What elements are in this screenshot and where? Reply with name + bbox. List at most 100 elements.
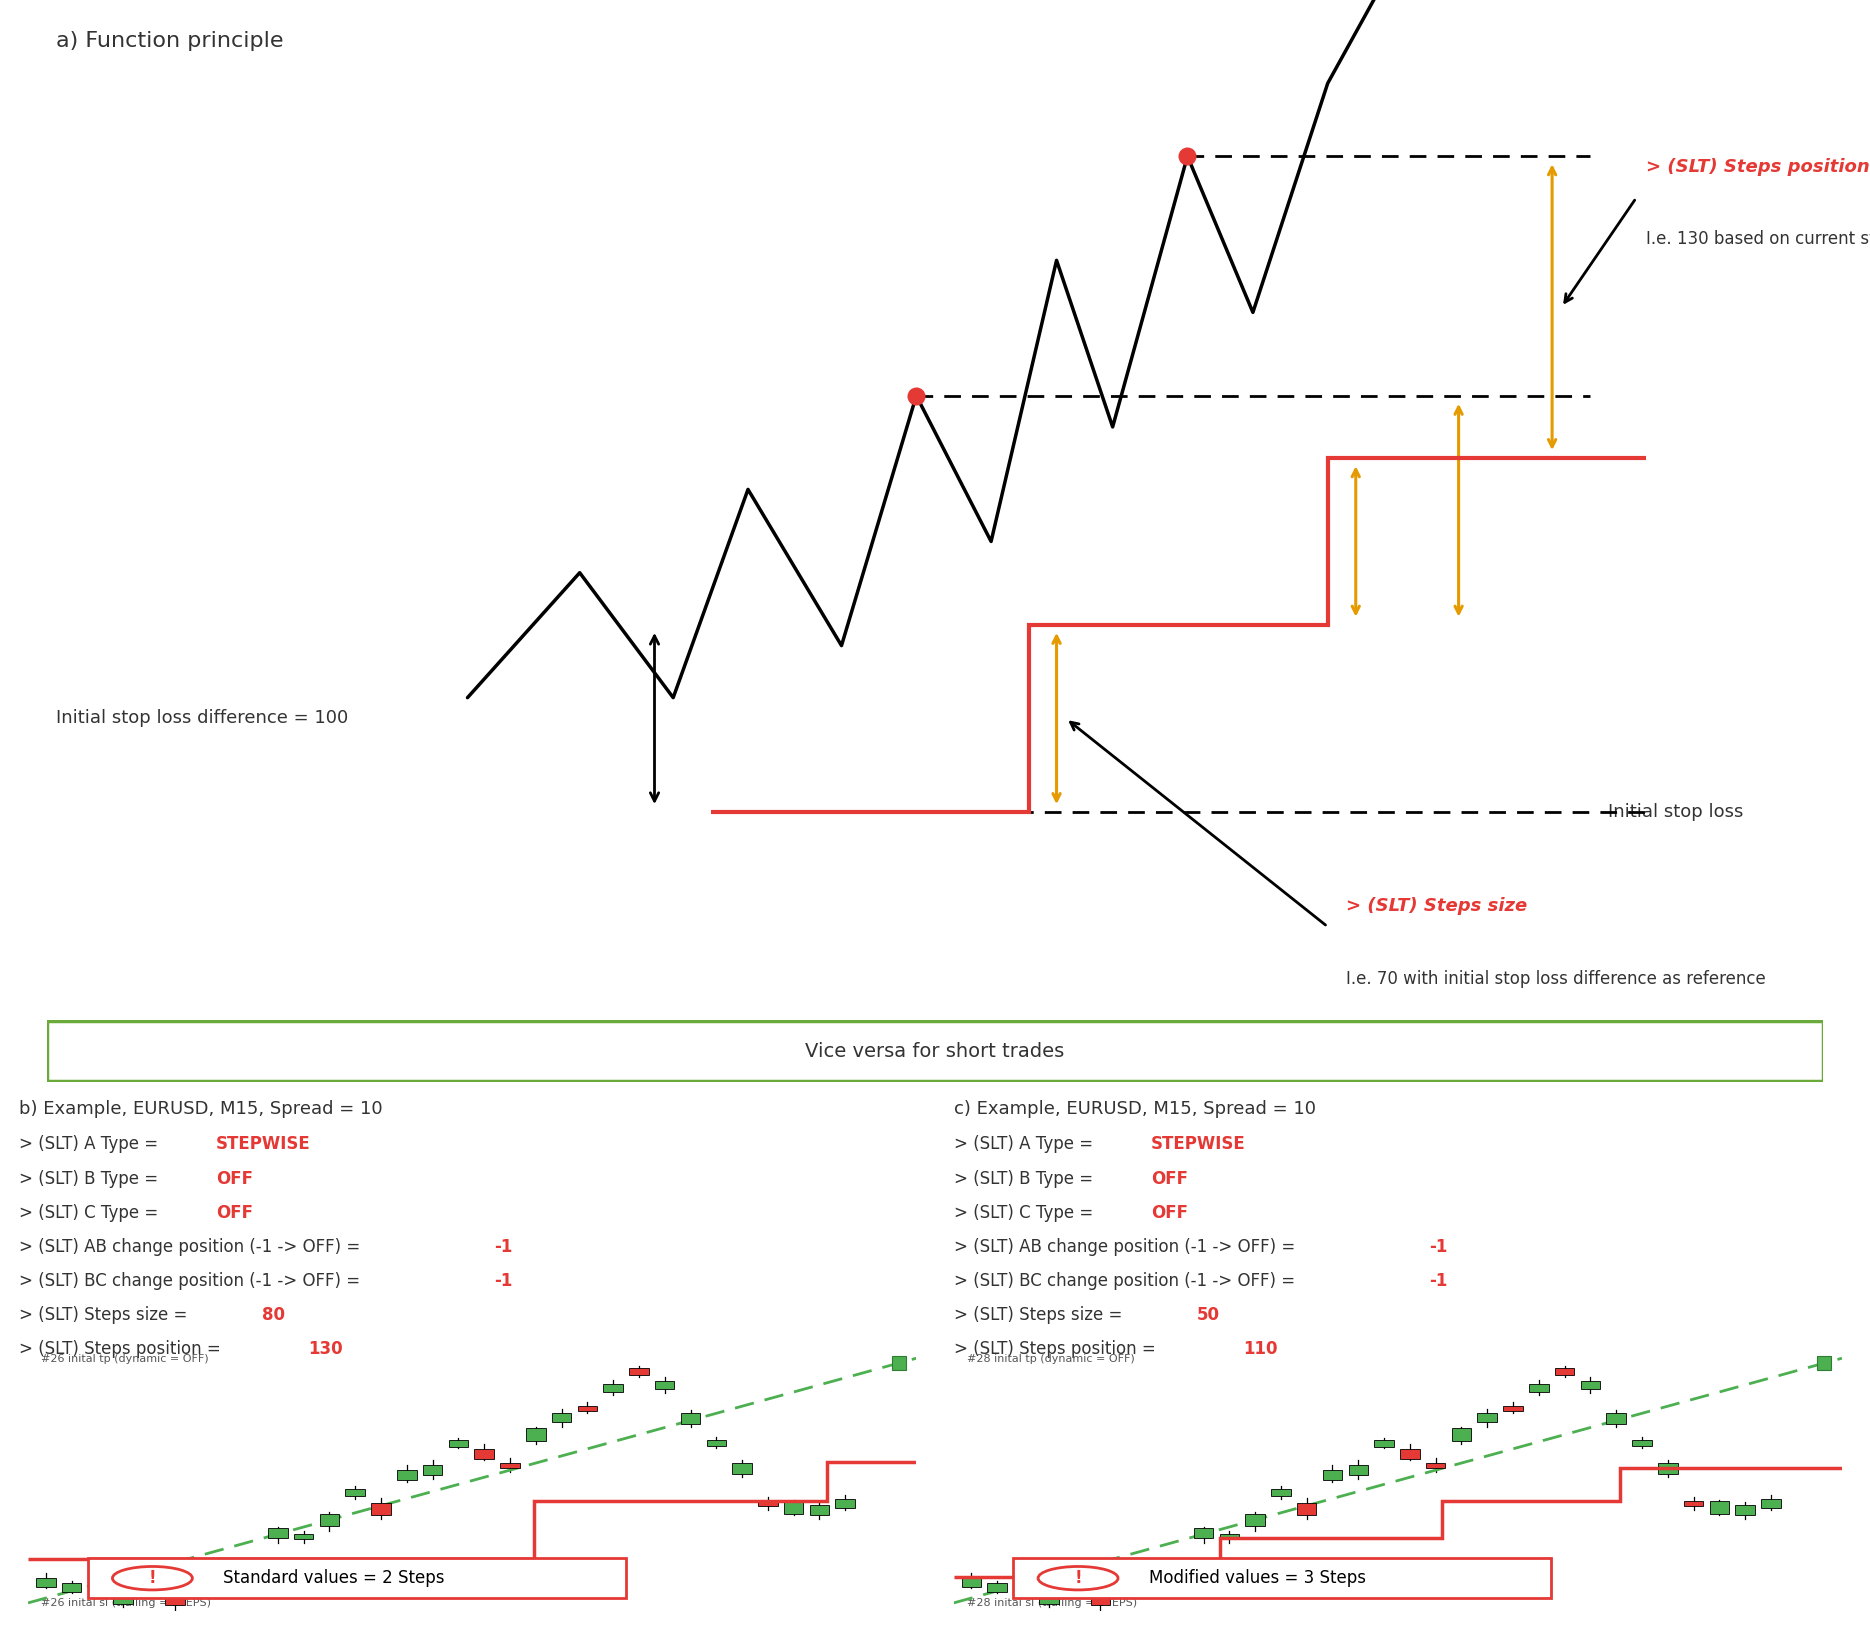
Text: -1: -1 [1429, 1238, 1447, 1256]
Text: > (SLT) Steps position =: > (SLT) Steps position = [19, 1339, 226, 1359]
Bar [681, 1414, 699, 1424]
Text: > (SLT) C Type =: > (SLT) C Type = [19, 1204, 163, 1222]
Bar [1090, 1596, 1111, 1606]
Text: b) Example, EURUSD, M15, Spread = 10: b) Example, EURUSD, M15, Spread = 10 [19, 1100, 381, 1118]
Text: !: ! [1073, 1568, 1083, 1588]
Text: > (SLT) BC change position (-1 -> OFF) =: > (SLT) BC change position (-1 -> OFF) = [954, 1272, 1300, 1290]
Bar [1683, 1502, 1704, 1507]
Text: 80: 80 [262, 1306, 284, 1324]
Bar [88, 1573, 107, 1578]
Text: > (SLT) Steps position =: > (SLT) Steps position = [954, 1339, 1161, 1359]
Bar [1040, 1596, 1058, 1604]
Text: STEPWISE: STEPWISE [1150, 1136, 1245, 1154]
Bar [1762, 1498, 1780, 1508]
Bar [784, 1502, 804, 1513]
Bar [1606, 1414, 1625, 1424]
Bar [1193, 1528, 1214, 1538]
Text: > (SLT) AB change position (-1 -> OFF) =: > (SLT) AB change position (-1 -> OFF) = [954, 1238, 1300, 1256]
Text: Initial stop loss: Initial stop loss [1608, 804, 1743, 822]
Bar [1272, 1489, 1290, 1495]
Bar [1477, 1414, 1498, 1422]
Bar [1659, 1463, 1677, 1474]
Bar [654, 1381, 675, 1389]
Text: OFF: OFF [1150, 1204, 1187, 1222]
Text: -1: -1 [494, 1238, 512, 1256]
Text: Standard values = 2 Steps: Standard values = 2 Steps [224, 1568, 445, 1588]
FancyBboxPatch shape [1014, 1559, 1552, 1598]
Bar [1580, 1381, 1601, 1389]
Text: 50: 50 [1197, 1306, 1219, 1324]
Bar [628, 1368, 649, 1375]
Bar [501, 1463, 520, 1468]
Text: > (SLT) B Type =: > (SLT) B Type = [19, 1170, 163, 1188]
Bar [1298, 1503, 1316, 1515]
Text: #26 inital tp (dynamic = OFF): #26 inital tp (dynamic = OFF) [41, 1354, 209, 1365]
Bar [1401, 1448, 1419, 1459]
Bar [36, 1578, 56, 1586]
Text: > (SLT) C Type =: > (SLT) C Type = [954, 1204, 1098, 1222]
Text: OFF: OFF [215, 1170, 252, 1188]
Text: #28 inital tp (dynamic = OFF): #28 inital tp (dynamic = OFF) [967, 1354, 1135, 1365]
Bar [1064, 1573, 1085, 1583]
Bar [372, 1503, 391, 1515]
Bar [1530, 1385, 1548, 1393]
Text: -1: -1 [494, 1272, 512, 1290]
Bar [62, 1583, 82, 1593]
Bar [810, 1505, 828, 1515]
Bar [1014, 1573, 1032, 1578]
Bar [346, 1489, 365, 1495]
Text: 110: 110 [1244, 1339, 1277, 1359]
Bar [1219, 1534, 1240, 1539]
Text: > (SLT) B Type =: > (SLT) B Type = [954, 1170, 1098, 1188]
Bar [525, 1429, 546, 1440]
Bar [604, 1385, 623, 1393]
Bar [1348, 1464, 1369, 1474]
Bar [1169, 1591, 1187, 1598]
Bar [267, 1528, 288, 1538]
Bar [243, 1591, 262, 1598]
Bar [475, 1448, 494, 1459]
Text: > (SLT) BC change position (-1 -> OFF) =: > (SLT) BC change position (-1 -> OFF) = [19, 1272, 365, 1290]
Text: a) Function principle: a) Function principle [56, 31, 284, 50]
Bar [1245, 1515, 1264, 1526]
Text: !: ! [148, 1568, 157, 1588]
Bar [961, 1578, 982, 1586]
Bar [1709, 1502, 1730, 1513]
Text: > (SLT) Steps size =: > (SLT) Steps size = [19, 1306, 193, 1324]
Text: #26 inital sl (trailing = STEPS): #26 inital sl (trailing = STEPS) [41, 1598, 211, 1607]
Bar [1427, 1463, 1446, 1468]
Bar [217, 1585, 236, 1590]
Bar [294, 1534, 314, 1539]
Text: I.e. 70 with initial stop loss difference as reference: I.e. 70 with initial stop loss differenc… [1346, 970, 1765, 988]
Bar [1554, 1368, 1575, 1375]
Bar [707, 1440, 726, 1446]
Bar [1503, 1406, 1522, 1411]
Bar [1116, 1590, 1135, 1596]
Bar [191, 1590, 209, 1596]
Bar [552, 1414, 572, 1422]
Bar [987, 1583, 1008, 1593]
Bar [757, 1502, 778, 1507]
Bar [165, 1596, 185, 1606]
Text: Vice versa for short trades: Vice versa for short trades [806, 1041, 1064, 1061]
Bar [396, 1469, 417, 1481]
Text: 130: 130 [309, 1339, 344, 1359]
Bar [1735, 1505, 1754, 1515]
Text: I.e. 130 based on current stop loss: I.e. 130 based on current stop loss [1646, 231, 1870, 249]
Bar [1451, 1429, 1472, 1440]
Text: > (SLT) Steps size =: > (SLT) Steps size = [954, 1306, 1128, 1324]
Text: > (SLT) A Type =: > (SLT) A Type = [954, 1136, 1098, 1154]
Bar [138, 1573, 159, 1583]
FancyBboxPatch shape [88, 1559, 626, 1598]
Text: > (SLT) AB change position (-1 -> OFF) =: > (SLT) AB change position (-1 -> OFF) = [19, 1238, 365, 1256]
Text: > (SLT) Steps size: > (SLT) Steps size [1346, 896, 1528, 914]
Bar [320, 1515, 338, 1526]
Text: c) Example, EURUSD, M15, Spread = 10: c) Example, EURUSD, M15, Spread = 10 [954, 1100, 1316, 1118]
Text: > (SLT) Steps position: > (SLT) Steps position [1646, 158, 1870, 176]
Text: Modified values = 3 Steps: Modified values = 3 Steps [1148, 1568, 1367, 1588]
Text: Initial stop loss difference = 100: Initial stop loss difference = 100 [56, 709, 348, 727]
Bar [1322, 1469, 1343, 1481]
Text: -1: -1 [1429, 1272, 1447, 1290]
Bar [1633, 1440, 1651, 1446]
Text: #28 inital sl (trailing = STEPS): #28 inital sl (trailing = STEPS) [967, 1598, 1137, 1607]
